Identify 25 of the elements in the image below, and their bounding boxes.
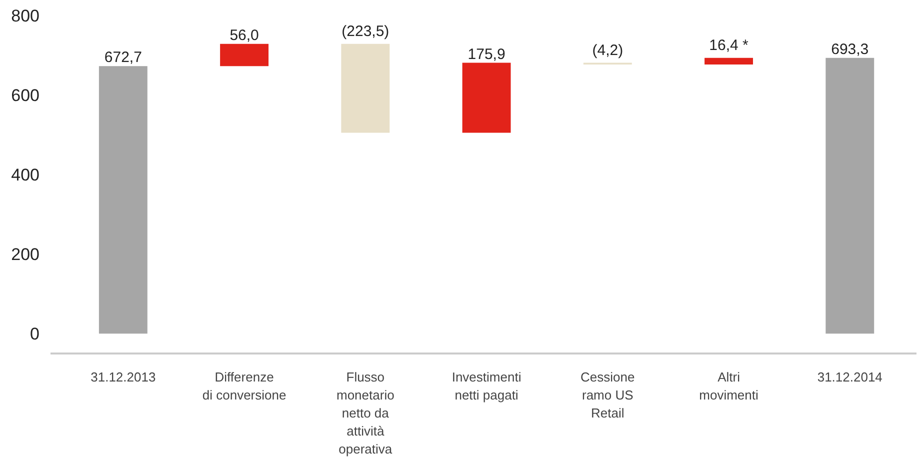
x-tick-label: Investimenti netti pagati	[452, 370, 522, 402]
x-tick-label: Altri movimenti	[699, 370, 758, 402]
x-tick-label: 31.12.2014	[817, 370, 882, 384]
data-label: (223,5)	[342, 22, 390, 40]
x-tick-label: Cessione ramo US Retail	[580, 370, 635, 420]
x-tick-label: 31.12.2013	[90, 370, 156, 384]
bar	[462, 62, 511, 133]
y-tick-label: 0	[30, 324, 40, 344]
bar	[826, 58, 874, 334]
bar	[704, 58, 753, 64]
data-label: 16,4 *	[709, 36, 749, 54]
bar	[98, 66, 148, 334]
data-label: 693,3	[831, 40, 869, 58]
data-label: 175,9	[468, 46, 506, 63]
bar	[341, 44, 390, 133]
data-label: 56,0	[230, 26, 259, 44]
y-tick-label: 800	[11, 6, 40, 26]
y-tick-label: 200	[11, 245, 40, 264]
bar	[220, 44, 269, 66]
data-label: 672,7	[104, 49, 142, 66]
y-tick-label: 400	[11, 166, 40, 185]
data-label: (4,2)	[592, 42, 624, 59]
x-tick-label: Flusso monetario netto da attività operativa	[336, 370, 394, 456]
x-tick-label: Differenze di conversione	[202, 370, 286, 402]
y-tick-label: 600	[11, 86, 40, 106]
